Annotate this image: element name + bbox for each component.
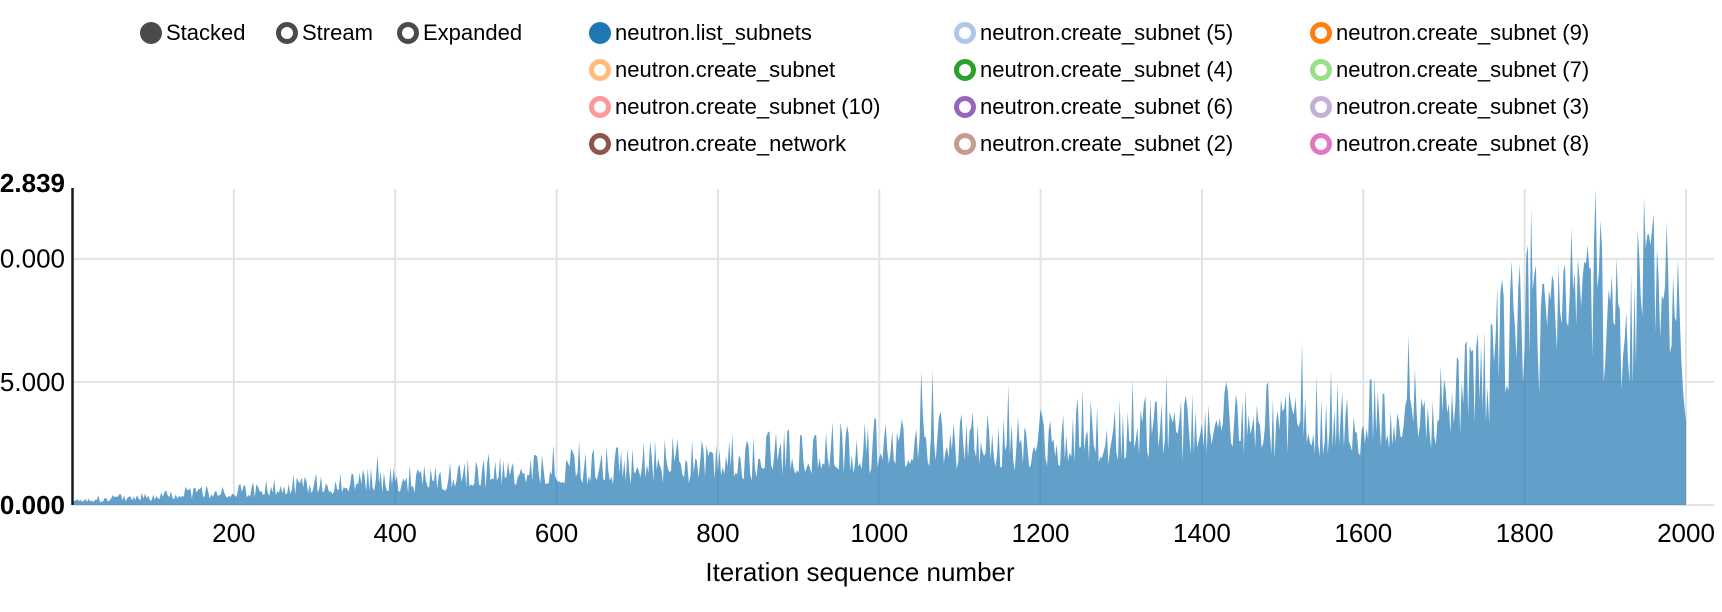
y-tick-label: 5.000 <box>0 367 65 397</box>
x-axis-tick-labels: 200 400 600 800 1000 1200 1400 1600 1800 2000 <box>212 518 1715 548</box>
legend-item-neutron-list-subnets[interactable]: neutron.list_subnets <box>589 20 812 46</box>
x-tick-label: 600 <box>535 518 578 548</box>
legend-series-icon[interactable] <box>1310 22 1332 44</box>
legend-item-neutron-create-subnet-5[interactable]: neutron.create_subnet (5) <box>954 20 1233 46</box>
legend-series-icon[interactable] <box>589 59 611 81</box>
legend-series-label: neutron.create_subnet (3) <box>1336 94 1590 119</box>
x-tick-label: 200 <box>212 518 255 548</box>
legend-series-icon[interactable] <box>589 22 611 44</box>
radio-icon[interactable] <box>140 22 162 44</box>
y-axis-tick-labels: 0.000 5.000 10.000 12.839 <box>0 168 65 520</box>
legend-series-label: neutron.create_network <box>615 131 847 156</box>
y-tick-label: 12.839 <box>0 168 65 198</box>
legend-series-icon[interactable] <box>954 22 976 44</box>
radio-icon[interactable] <box>397 22 419 44</box>
legend-series-label: neutron.create_subnet (10) <box>615 94 881 119</box>
radio-label: Stacked <box>166 20 246 45</box>
radio-stream[interactable]: Stream <box>276 20 373 46</box>
legend-series-icon[interactable] <box>589 96 611 118</box>
radio-label: Expanded <box>423 20 523 45</box>
legend-series-label: neutron.list_subnets <box>615 20 812 45</box>
legend-item-neutron-create-subnet-6[interactable]: neutron.create_subnet (6) <box>954 94 1233 120</box>
legend-series-label: neutron.create_subnet (8) <box>1336 131 1590 156</box>
radio-label: Stream <box>302 20 373 45</box>
legend-item-neutron-create-subnet-9[interactable]: neutron.create_subnet (9) <box>1310 20 1589 46</box>
x-tick-label: 400 <box>374 518 417 548</box>
legend-series-icon[interactable] <box>1310 59 1332 81</box>
legend-series-label: neutron.create_subnet <box>615 57 836 82</box>
legend-series-label: neutron.create_subnet (4) <box>980 57 1234 82</box>
x-tick-label: 1600 <box>1334 518 1392 548</box>
x-tick-label: 1200 <box>1012 518 1070 548</box>
x-axis-label: Iteration sequence number <box>705 557 1015 587</box>
y-tick-label: 0.000 <box>0 490 65 520</box>
legend-series-icon[interactable] <box>1310 133 1332 155</box>
legend-series-label: neutron.create_subnet (6) <box>980 94 1234 119</box>
legend-item-neutron-create-subnet-7[interactable]: neutron.create_subnet (7) <box>1310 57 1589 83</box>
x-tick-label: 2000 <box>1657 518 1715 548</box>
y-tick-label: 10.000 <box>0 244 65 274</box>
legend-item-neutron-create-subnet-10[interactable]: neutron.create_subnet (10) <box>589 94 880 120</box>
radio-stacked[interactable]: Stacked <box>140 20 246 46</box>
legend-series-icon[interactable] <box>589 133 611 155</box>
legend-item-neutron-create-subnet-3[interactable]: neutron.create_subnet (3) <box>1310 94 1589 120</box>
x-tick-label: 1000 <box>850 518 908 548</box>
x-tick-label: 1400 <box>1173 518 1231 548</box>
legend-series-label: neutron.create_subnet (5) <box>980 20 1234 45</box>
legend-series-label: neutron.create_subnet (2) <box>980 131 1234 156</box>
legend-item-neutron-create-subnet[interactable]: neutron.create_subnet <box>589 57 835 83</box>
legend-series-icon[interactable] <box>954 133 976 155</box>
legend-item-neutron-create-subnet-4[interactable]: neutron.create_subnet (4) <box>954 57 1233 83</box>
legend-series-label: neutron.create_subnet (7) <box>1336 57 1590 82</box>
legend-series-label: neutron.create_subnet (9) <box>1336 20 1590 45</box>
legend-series-icon[interactable] <box>1310 96 1332 118</box>
radio-expanded[interactable]: Expanded <box>397 20 522 46</box>
legend-item-neutron-create-network[interactable]: neutron.create_network <box>589 131 846 157</box>
legend-item-neutron-create-subnet-2[interactable]: neutron.create_subnet (2) <box>954 131 1233 157</box>
area-series-neutron-list-subnets[interactable] <box>72 189 1687 505</box>
legend-item-neutron-create-subnet-8[interactable]: neutron.create_subnet (8) <box>1310 131 1589 157</box>
legend-series-icon[interactable] <box>954 59 976 81</box>
legend-series-icon[interactable] <box>954 96 976 118</box>
x-tick-label: 1800 <box>1496 518 1554 548</box>
radio-icon[interactable] <box>276 22 298 44</box>
x-tick-label: 800 <box>696 518 739 548</box>
